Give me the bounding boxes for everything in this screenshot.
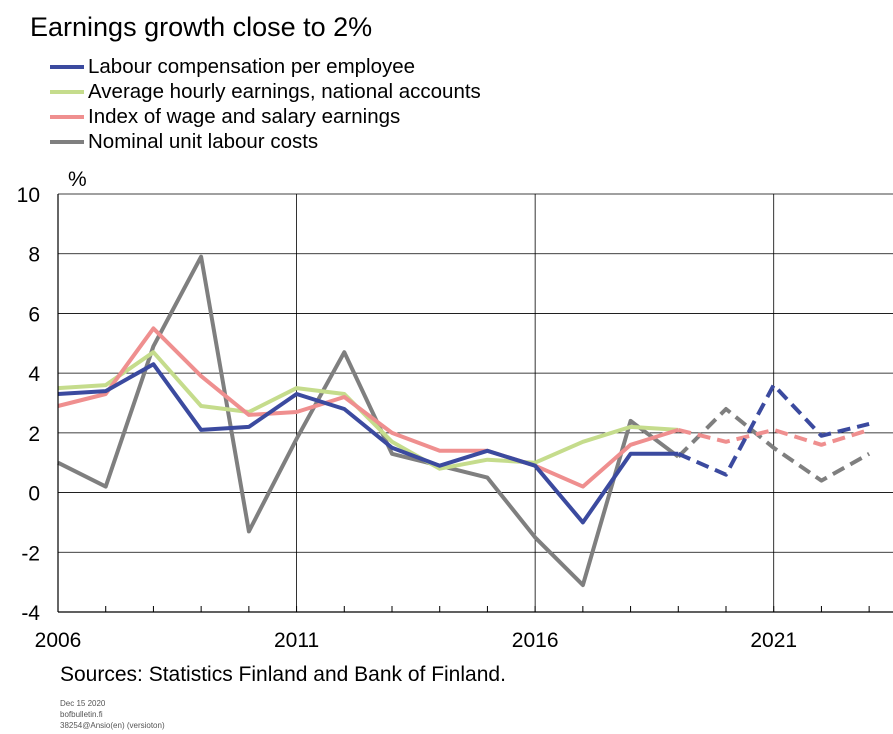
axes: -4 -2 0 2 4 6 8 10 2006 2011 2016 2021 bbox=[17, 184, 893, 652]
chart-legend: Labour compensation per employee Average… bbox=[50, 54, 481, 154]
chart-title: Earnings growth close to 2% bbox=[30, 12, 373, 42]
legend-label: Index of wage and salary earnings bbox=[88, 105, 401, 128]
x-tick-label: 2011 bbox=[274, 629, 319, 652]
legend-item: Labour compensation per employee bbox=[50, 54, 481, 79]
series-line bbox=[57, 350, 679, 471]
series-line bbox=[57, 362, 679, 525]
legend-item: Average hourly earnings, national accoun… bbox=[50, 79, 481, 104]
footer-code: 38254@Ansio(en) (versioton) bbox=[60, 721, 165, 730]
legend-swatch bbox=[50, 89, 84, 94]
footer-date: Dec 15 2020 bbox=[60, 699, 106, 708]
legend-swatch bbox=[50, 139, 84, 144]
footer-site: bofbulletin.fi bbox=[60, 710, 103, 719]
legend-label: Labour compensation per employee bbox=[88, 55, 416, 78]
y-tick-label: -4 bbox=[21, 602, 40, 625]
legend-swatch bbox=[50, 114, 84, 119]
legend-swatch bbox=[50, 64, 84, 69]
x-tick-label: 2021 bbox=[750, 629, 797, 652]
series-forecast-line bbox=[677, 427, 870, 447]
y-tick-label: -2 bbox=[21, 542, 40, 565]
line-chart: -4 -2 0 2 4 6 8 10 2006 2011 2016 2021 % bbox=[17, 168, 893, 652]
legend-item: Index of wage and salary earnings bbox=[50, 104, 481, 129]
y-tick-label: 6 bbox=[28, 303, 40, 326]
y-tick-label: 2 bbox=[28, 423, 40, 446]
series-line bbox=[57, 254, 680, 588]
legend-label: Nominal unit labour costs bbox=[88, 130, 319, 153]
series-line bbox=[57, 326, 679, 489]
series-forecast-line bbox=[676, 407, 871, 483]
legend-label: Average hourly earnings, national accoun… bbox=[88, 80, 481, 103]
y-axis-label: % bbox=[68, 168, 87, 191]
x-tick-label: 2006 bbox=[35, 629, 82, 652]
footer-meta: Dec 15 2020 bofbulletin.fi 38254@Ansio(e… bbox=[60, 698, 165, 731]
x-tick-label: 2016 bbox=[512, 629, 559, 652]
y-tick-label: 0 bbox=[28, 483, 40, 506]
series-lines bbox=[57, 254, 871, 588]
y-tick-label: 10 bbox=[17, 184, 40, 207]
y-tick-label: 8 bbox=[28, 244, 40, 267]
y-tick-label: 4 bbox=[28, 363, 40, 386]
source-note: Sources: Statistics Finland and Bank of … bbox=[60, 663, 506, 686]
legend-item: Nominal unit labour costs bbox=[50, 129, 481, 154]
